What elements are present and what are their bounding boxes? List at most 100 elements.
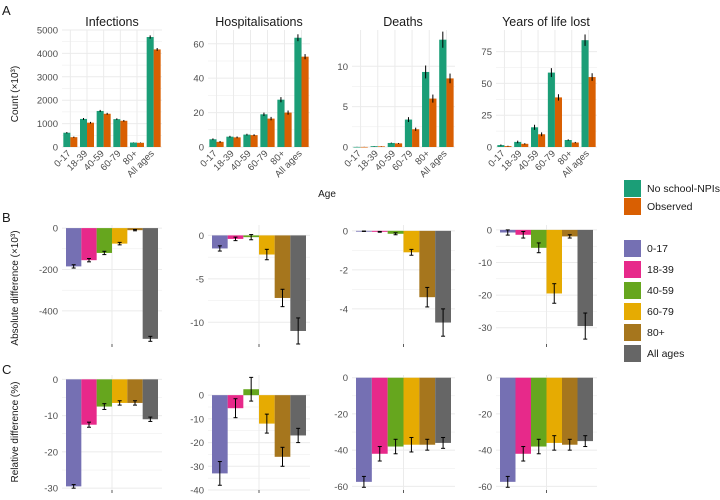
bar-no-school-npis-60-79 [260, 114, 268, 147]
legend-label-40-59: 40-59 [647, 285, 674, 297]
bar-no-school-npis-18-39 [80, 118, 87, 147]
legend-swatch-60-79 [624, 303, 641, 320]
bar-b-all-ages [290, 235, 306, 331]
bar-no-school-npis-18-39 [514, 141, 522, 147]
y-tick-label: 0 [487, 373, 492, 384]
bar-b-80plus [419, 230, 436, 298]
bar-no-school-npis-all-ages [581, 40, 589, 147]
legend-label-all-ages: All ages [647, 348, 684, 360]
y-tick-label: -20 [478, 409, 492, 420]
row-b-ylabel: Absolute difference (×10³) [10, 230, 21, 345]
bar-observed-all-ages [446, 78, 454, 147]
bar-c-60-79 [403, 377, 420, 445]
y-tick-label: -40 [334, 446, 348, 457]
y-tick-label: -10 [190, 414, 204, 425]
y-tick-label: -60 [478, 482, 492, 493]
y-tick-label: -4 [340, 304, 348, 315]
plot-area: 0100020003000400050000-1718-3940-5960-79… [37, 26, 597, 497]
y-tick-label: -30 [478, 323, 492, 334]
bar-observed-80plus [137, 142, 144, 147]
legend-swatch-80plus [624, 324, 641, 341]
y-tick-label: 0 [53, 143, 58, 154]
bar-b-all-ages [435, 230, 451, 323]
bar-b-all-ages [142, 228, 158, 339]
bar-b-40-59 [96, 228, 112, 253]
bar-no-school-npis-80plus [564, 140, 572, 147]
row-c-ylabel: Relative difference (%) [10, 382, 21, 483]
y-tick-label: 0 [199, 143, 204, 154]
y-tick-label: -20 [478, 291, 492, 302]
bar-observed-80plus [284, 112, 292, 147]
y-tick-label: 60 [193, 39, 204, 50]
bar-c-18-39 [371, 377, 388, 454]
legend-swatch-40-59 [624, 282, 641, 299]
bar-observed-80plus [571, 142, 579, 147]
bar-c-all-ages [577, 377, 593, 442]
bar-b-60-79 [112, 228, 128, 244]
bar-observed-all-ages [153, 49, 161, 148]
y-tick-label: -10 [190, 318, 204, 329]
panel-label-c: C [2, 362, 11, 377]
bar-no-school-npis-40-59 [531, 127, 539, 147]
y-tick-label: 3000 [37, 72, 58, 83]
bar-b-0-17 [66, 228, 82, 267]
bar-observed-40-59 [538, 134, 546, 147]
bar-observed-18-39 [377, 146, 385, 147]
bar-c-60-79 [259, 395, 275, 424]
bar-b-60-79 [403, 230, 420, 253]
panel-label-a: A [2, 3, 11, 18]
legend-swatch-observed [624, 198, 641, 215]
y-tick-label: 0 [53, 375, 58, 386]
bar-c-0-17 [500, 377, 516, 482]
y-tick-label: -60 [334, 482, 348, 493]
row-a-ylabel: Count (×10³) [10, 66, 21, 122]
bar-no-school-npis-40-59 [96, 110, 104, 147]
facet-b-2: 0 -5 -10 [190, 225, 310, 347]
bar-observed-60-79 [554, 97, 562, 147]
bar-observed-40-59 [394, 143, 403, 147]
y-tick-label: -20 [190, 438, 204, 449]
bar-no-school-npis-all-ages [146, 37, 154, 147]
bar-observed-0-17 [70, 137, 78, 147]
bar-no-school-npis-18-39 [370, 146, 378, 147]
y-tick-label: 25 [481, 111, 492, 122]
y-tick-label: 0 [199, 231, 204, 242]
bar-c-80plus [562, 377, 578, 445]
bar-no-school-npis-0-17 [209, 139, 217, 147]
y-tick-label: -40 [478, 446, 492, 457]
y-tick-label: 4000 [37, 49, 58, 60]
bar-c-all-ages [290, 395, 306, 436]
legend-swatch-all-ages [624, 345, 641, 362]
facet-c-2: 0 -10 -20 -30 -40 [190, 375, 310, 497]
legend-label-80plus: 80+ [647, 327, 665, 339]
bar-no-school-npis-80plus [422, 71, 430, 147]
y-tick-label: -20 [334, 409, 348, 420]
bar-c-18-39 [515, 377, 531, 454]
legend-label-60-79: 60-79 [647, 306, 674, 318]
facet-b-1: 0 -200 -400 [39, 224, 162, 347]
bar-b-80plus [562, 229, 578, 237]
bar-no-school-npis-all-ages [439, 39, 447, 148]
y-tick-label: 1000 [37, 119, 58, 130]
bar-observed-0-17 [360, 146, 368, 148]
bar-c-60-79 [112, 379, 128, 403]
bar-observed-0-17 [504, 146, 512, 147]
bar-observed-40-59 [250, 135, 258, 147]
bar-c-0-17 [66, 379, 82, 487]
y-tick-label: 75 [481, 47, 492, 58]
bar-no-school-npis-60-79 [547, 72, 555, 147]
y-tick-label: -400 [39, 306, 58, 317]
row-a-xlabel: Age [318, 189, 336, 200]
bar-c-40-59 [96, 379, 112, 407]
bar-no-school-npis-40-59 [387, 142, 395, 147]
facet-title-infections: Infections [85, 15, 139, 29]
legend-swatch-0-17 [624, 240, 641, 257]
y-tick-label: 0 [199, 391, 204, 402]
bar-c-40-59 [387, 377, 404, 447]
bar-no-school-npis-0-17 [353, 146, 361, 148]
y-tick-label: 0 [487, 143, 492, 154]
y-tick-label: 0 [343, 373, 348, 384]
y-tick-label: -10 [478, 258, 492, 269]
